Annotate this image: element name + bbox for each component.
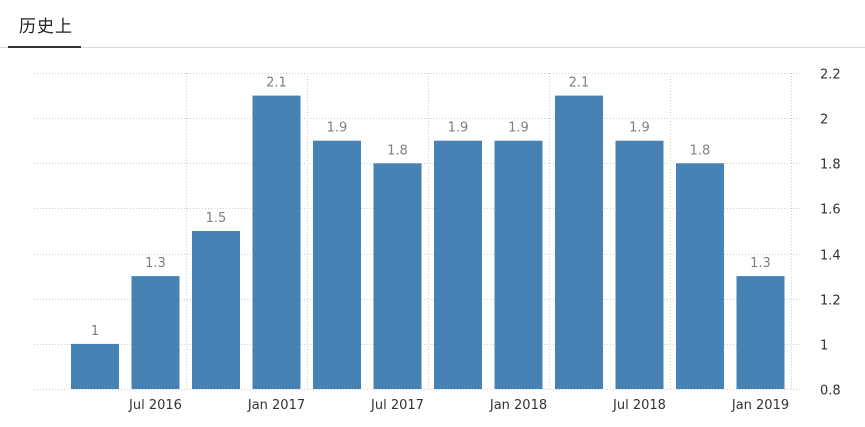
bar[interactable]	[192, 231, 240, 389]
y-tick-label: 1.4	[820, 249, 841, 264]
bar-value-label: 1.8	[387, 143, 408, 158]
bar-value-label: 1.9	[508, 121, 529, 136]
bar[interactable]	[494, 140, 543, 389]
bar[interactable]	[615, 140, 664, 389]
bar-value-label: 1.9	[327, 121, 348, 136]
tab-bar: 历史上	[0, 0, 865, 48]
bar-chart: 11.31.52.11.91.81.9 1.92.11.91.81.3 0.811…	[34, 68, 841, 413]
y-tick-label: 0.8	[820, 384, 841, 399]
bar[interactable]	[736, 276, 785, 389]
bar[interactable]	[373, 163, 422, 389]
chart-container: 1 1.3 1.5 2.1 1.9 1.8 1.9 1.9 2.1 1.9 1.8 1.3 0.8 1 1…	[0, 48, 865, 423]
y-tick-label: 2	[820, 113, 828, 128]
tab-history-label: 历史上	[19, 17, 73, 37]
bar-value-label: 1.8	[690, 143, 711, 158]
value-labels: 1 1.3 1.5 2.1 1.9 1.8 1.9 1.9 2.1 1.9 1.8 1.3	[91, 76, 771, 339]
x-tick-label: Jul 2018	[612, 398, 666, 413]
bar[interactable]	[434, 140, 482, 389]
y-axis-labels: 0.8 1 1.2 1.4 1.6 1.8 2 2.2	[820, 68, 841, 399]
bar-value-label: 2.1	[266, 76, 287, 91]
x-tick-label: Jan 2017	[247, 398, 305, 413]
bar[interactable]	[676, 163, 724, 389]
bar-value-label: 1.9	[629, 121, 650, 136]
bar-value-label: 1	[91, 324, 99, 339]
bar-value-label: 1.9	[448, 121, 469, 136]
bar-value-label: 1.3	[145, 256, 166, 271]
x-axis-labels: Jul 2016 Jan 2017 Jul 2017 Jan 2018 Jul 2018…	[128, 398, 789, 413]
bar[interactable]	[313, 140, 361, 389]
y-tick-label: 1.6	[820, 203, 841, 218]
bar[interactable]	[555, 95, 603, 389]
tab-history[interactable]: 历史上	[8, 0, 81, 48]
x-tick-label: Jul 2016	[128, 398, 182, 413]
y-tick-label: 1	[820, 339, 828, 354]
y-tick-label: 1.8	[820, 158, 841, 173]
bar[interactable]	[252, 95, 301, 389]
bars	[71, 95, 785, 389]
x-tick-label: Jul 2017	[370, 398, 424, 413]
bar-value-label: 1.5	[206, 211, 227, 226]
x-tick-label: Jan 2018	[489, 398, 547, 413]
x-tick-label: Jan 2019	[731, 398, 789, 413]
bar-value-label: 1.3	[750, 256, 771, 271]
y-tick-label: 2.2	[820, 68, 841, 83]
y-tick-label: 1.2	[820, 294, 841, 309]
bar[interactable]	[71, 343, 119, 389]
bar-value-label: 2.1	[569, 76, 590, 91]
bar[interactable]	[131, 276, 180, 389]
